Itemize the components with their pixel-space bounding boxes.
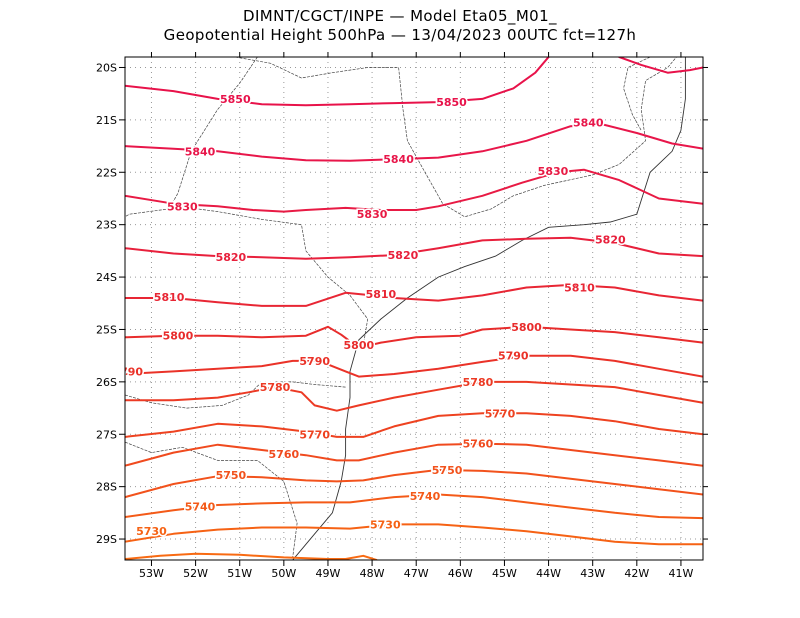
contour-label: 5810: [564, 282, 595, 295]
y-tick-label: 28S: [96, 481, 117, 494]
x-tick-label: 52W: [183, 567, 208, 580]
contour-label: 5740: [185, 501, 216, 514]
x-tick-label: 47W: [404, 567, 429, 580]
contour-5750: [125, 468, 703, 499]
axes: 53W 52W 51W 50W 49W 48W 47W 46W 45W 44W 43W 42W 41W 2…: [96, 52, 708, 580]
contour-labels: 5850 5850 5840 5840 5840 5830 5830 5830 5820 5820…: [120, 91, 627, 539]
x-tick-label: 51W: [227, 567, 252, 580]
state-border: [125, 441, 298, 558]
state-border: [398, 57, 677, 218]
chart-title-line-2: Geopotential Height 500hPa — 13/04/2023 …: [163, 26, 637, 44]
contour-label: 5810: [154, 291, 185, 304]
x-tick-label: 44W: [536, 567, 561, 580]
contour-lines: [125, 57, 703, 560]
y-tick-label: 22S: [96, 166, 117, 179]
coastline: [292, 57, 686, 560]
contour-label: 5840: [383, 153, 414, 166]
contour-label: 5850: [436, 96, 467, 109]
contour-5810: [125, 283, 703, 307]
chart-title-line-1: DIMNT/CGCT/INPE — Model Eta05_M01_: [243, 7, 557, 25]
y-tick-label: 24S: [96, 271, 117, 284]
contour-label: 5790: [299, 355, 330, 368]
contour-label: 5780: [463, 376, 494, 389]
contour-5840: [125, 123, 703, 162]
contour-label: 5780: [260, 381, 291, 394]
contour-label: 5800: [511, 321, 542, 334]
x-tick-label: 45W: [492, 567, 517, 580]
contour-label: 790: [120, 365, 143, 378]
contour-label: 5770: [485, 407, 516, 420]
contour-5820: [125, 236, 703, 260]
contour-5760: [125, 442, 703, 467]
x-tick-label: 48W: [360, 567, 385, 580]
contour-5790: [125, 354, 703, 378]
contour-label: 5740: [410, 490, 441, 503]
x-tick-label: 42W: [624, 567, 649, 580]
y-tick-label: 29S: [96, 533, 117, 546]
y-tick-label: 21S: [96, 114, 117, 127]
y-tick-label: 20S: [96, 61, 117, 74]
x-tick-label: 41W: [669, 567, 694, 580]
x-tick-label: 46W: [448, 567, 473, 580]
contour-5720: [125, 552, 378, 560]
contour-label: 5730: [136, 525, 167, 538]
contour-label: 5840: [573, 116, 604, 129]
contour-5770: [125, 412, 703, 438]
contour-label: 5850: [220, 93, 251, 106]
state-border: [235, 57, 399, 79]
state-border: [125, 381, 346, 409]
contour-label: 5750: [216, 469, 247, 482]
contour-label: 5730: [370, 518, 401, 531]
contour-label: 5760: [269, 448, 300, 461]
contour-5850: [125, 57, 550, 107]
contour-label: 5840: [185, 145, 216, 158]
plot-frame: [124, 56, 704, 561]
contour-label: 5830: [538, 165, 569, 178]
x-tick-label: 53W: [139, 567, 164, 580]
contour-label: 5830: [357, 208, 388, 221]
contour-5740: [125, 493, 703, 520]
state-border: [177, 205, 369, 346]
contour-label: 5790: [498, 350, 529, 363]
contour-label: 5760: [463, 438, 494, 451]
contour-5830: [125, 168, 703, 213]
y-tick-label: 27S: [96, 428, 117, 441]
x-tick-label: 50W: [271, 567, 296, 580]
contour-label: 5800: [344, 339, 375, 352]
state-border: [125, 57, 258, 218]
contour-label: 5810: [366, 288, 397, 301]
y-tick-label: 25S: [96, 323, 117, 336]
contour-label: 5800: [163, 330, 194, 343]
contour-5730: [125, 523, 703, 546]
contour-label: 5750: [432, 464, 463, 477]
state-border: [623, 57, 651, 131]
contour-label: 5830: [167, 200, 198, 213]
contour-5850: [618, 57, 703, 74]
contour-5800: [125, 325, 703, 349]
x-tick-label: 49W: [316, 567, 341, 580]
contour-label: 5820: [595, 233, 626, 246]
x-tick-label: 43W: [580, 567, 605, 580]
contour-label: 5820: [388, 249, 419, 262]
contour-label: 5820: [216, 251, 247, 264]
contour-5780: [125, 380, 703, 412]
y-tick-label: 23S: [96, 219, 117, 232]
contour-label: 5770: [299, 428, 330, 441]
y-tick-label: 26S: [96, 376, 117, 389]
